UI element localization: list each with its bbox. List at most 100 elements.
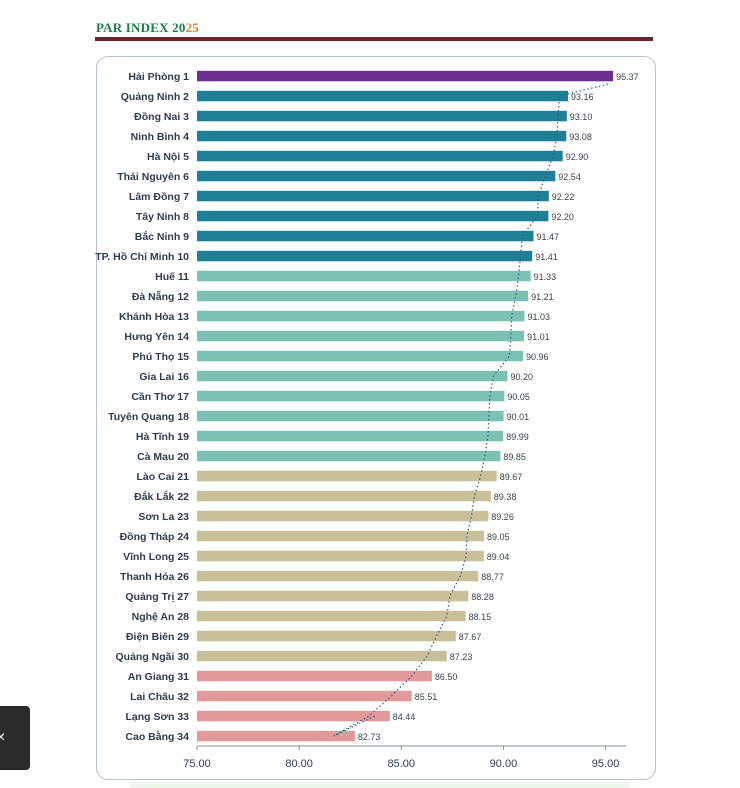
bar [197,490,491,502]
bar [197,310,525,322]
bar [197,150,563,162]
value-label: 92.90 [566,152,589,162]
bar [197,90,568,102]
category-label: Gia Lai 16 [139,371,189,383]
value-label: 89.05 [487,532,510,542]
category-label: Huế 11 [155,271,189,283]
bar [197,110,567,122]
category-label: Cao Bằng 34 [125,730,189,743]
bar [197,230,534,242]
bar [197,510,489,522]
category-label: TP. Hồ Chí Minh 10 [95,251,189,263]
trend-line [333,83,609,737]
bar [197,210,549,222]
value-label: 89.26 [491,512,514,522]
title-year-accent: 25 [185,20,199,35]
category-label: Hải Phòng 1 [128,71,189,83]
bar [197,370,508,382]
category-label: Tuyên Quang 18 [108,411,189,423]
value-label: 87.23 [450,652,473,662]
bar [197,250,533,262]
category-label: Nghệ An 28 [132,611,190,623]
bar [197,470,497,482]
value-label: 91.41 [535,252,558,262]
bar [197,330,525,342]
x-tick-label: 85.00 [388,758,416,770]
bar [197,270,531,282]
x-tick-label: 80.00 [285,758,313,770]
x-tick-label: 90.00 [490,758,518,770]
value-label: 90.01 [507,412,530,422]
category-label: Lạng Sơn 33 [126,711,190,723]
category-label: Khánh Hòa 13 [119,311,189,323]
category-label: Đồng Tháp 24 [120,531,190,543]
category-label: Bắc Ninh 9 [135,230,189,243]
category-label: Quảng Ngãi 30 [115,651,189,663]
category-label: An Giang 31 [128,671,189,683]
value-label: 85.51 [415,692,438,702]
category-label: Quảng Trị 27 [125,591,189,603]
bar [197,190,549,202]
value-label: 90.96 [526,352,549,362]
category-label: Lai Châu 32 [130,691,189,703]
category-label: Đà Nẵng 12 [132,290,189,303]
bar [197,670,432,682]
category-label: Sơn La 23 [138,511,189,523]
bar [197,550,484,562]
bar [197,430,504,442]
category-label: Vĩnh Long 25 [123,551,189,563]
value-label: 90.05 [507,392,530,402]
value-label: 92.54 [558,172,581,182]
value-label: 88.28 [471,592,494,602]
category-label: Lào Cai 21 [136,471,189,483]
category-label: Quảng Ninh 2 [121,91,189,103]
bar [197,710,390,722]
bar [197,690,412,702]
category-label: Điện Biên 29 [126,631,189,643]
value-label: 90.20 [511,372,534,382]
value-label: 89.85 [503,452,526,462]
value-label: 91.21 [531,292,554,302]
value-label: 89.04 [487,552,510,562]
value-label: 89.38 [494,492,517,502]
bar [197,290,529,302]
close-icon[interactable]: × [0,729,6,746]
value-label: 86.50 [435,672,458,682]
bar [197,650,447,662]
value-label: 93.10 [570,112,593,122]
category-label: Hà Tĩnh 19 [136,431,189,443]
bar [197,530,484,542]
bar [197,170,556,182]
value-label: 91.33 [534,272,557,282]
category-label: Đắk Lắk 22 [134,490,189,503]
x-tick-label: 95.00 [592,758,620,770]
value-label: 92.22 [552,192,575,202]
bar [197,450,501,462]
footer-strip [130,782,630,788]
category-label: Thái Nguyên 6 [117,171,189,183]
header-divider [95,37,653,41]
bar [197,390,505,402]
bar [197,610,466,622]
bar [197,410,504,422]
value-label: 84.44 [393,712,416,722]
bar [197,350,523,362]
bar [197,570,479,582]
bar [197,630,456,642]
category-label: Hà Nội 5 [147,151,189,163]
category-label: Đồng Nai 3 [134,111,189,123]
bar [197,590,469,602]
x-tick-label: 75.00 [183,758,211,770]
value-label: 82.73 [358,732,381,742]
value-label: 88.15 [469,612,492,622]
side-close-tab[interactable]: × [0,706,30,770]
value-label: 92.20 [551,212,574,222]
category-label: Cà Mau 20 [137,451,189,463]
category-label: Cần Thơ 17 [131,391,189,403]
value-label: 89.99 [506,432,529,442]
value-label: 87.67 [459,632,482,642]
bar [197,730,355,742]
value-label: 91.47 [537,232,560,242]
value-label: 95.37 [616,72,639,82]
